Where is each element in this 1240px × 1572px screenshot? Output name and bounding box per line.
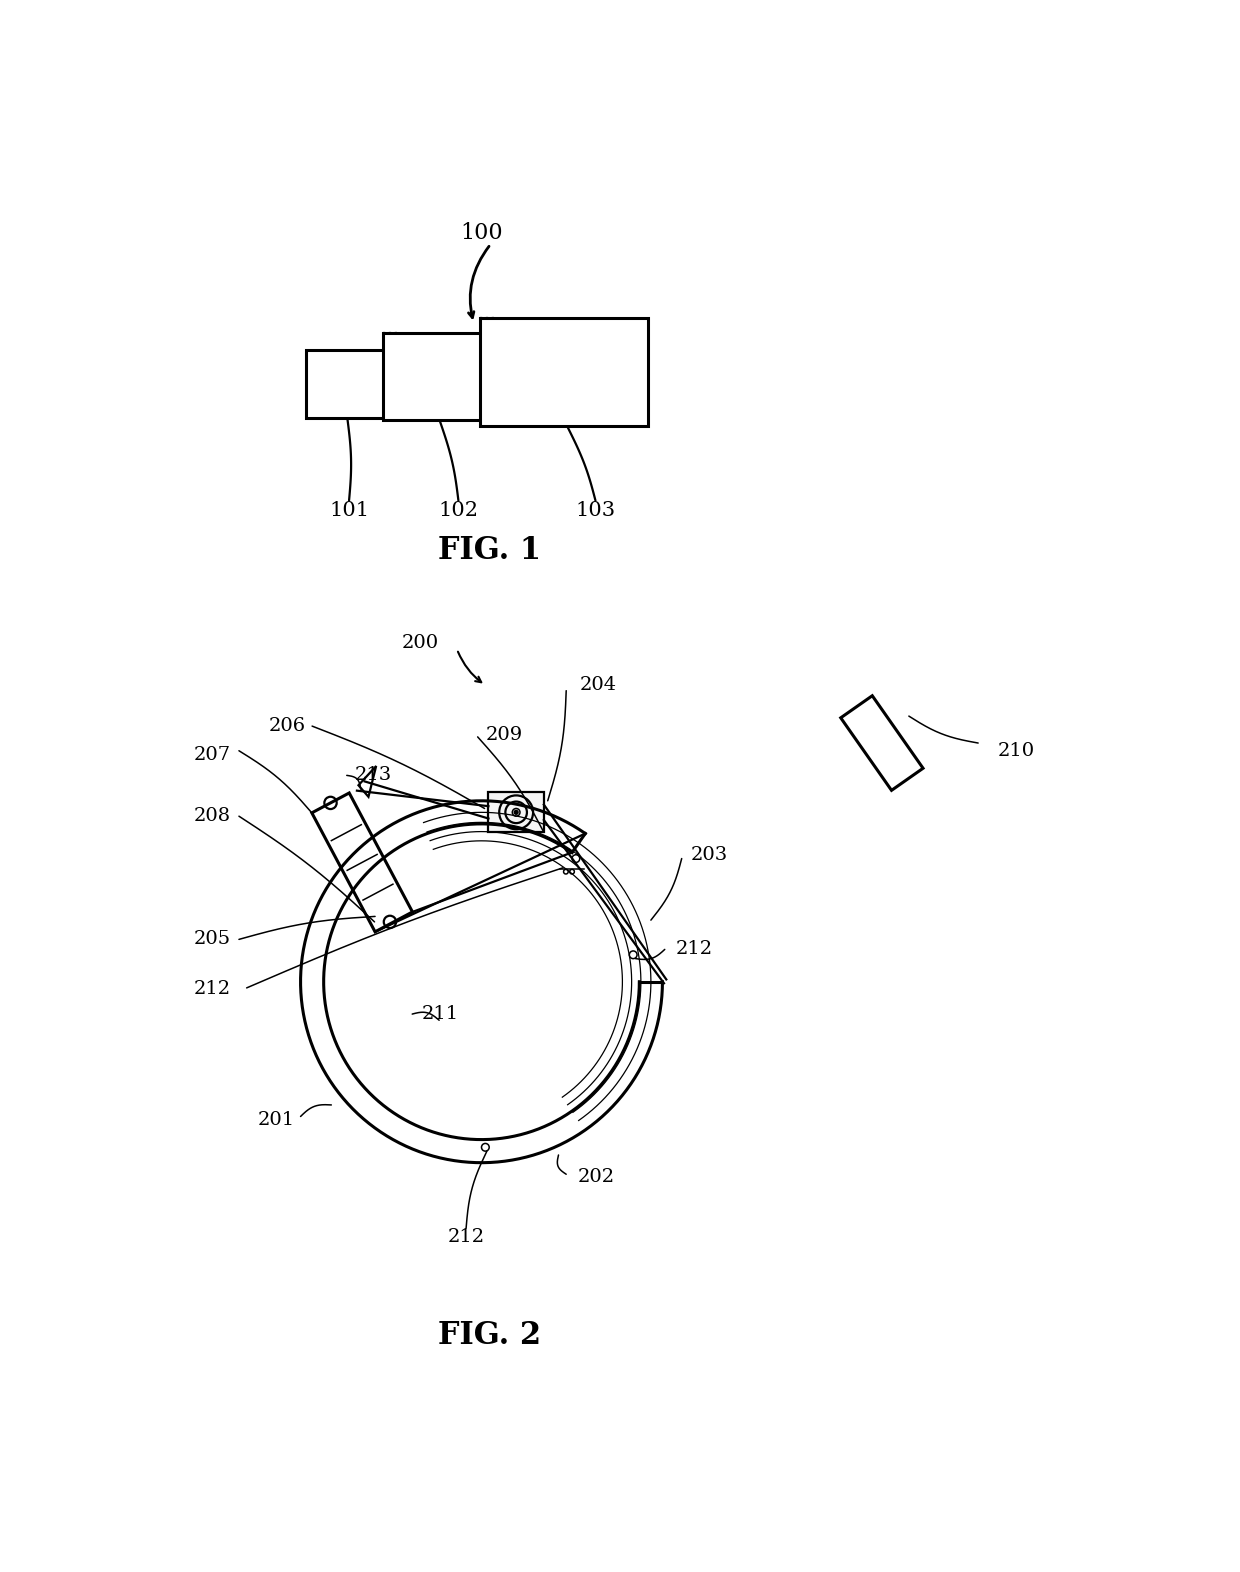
Text: 212: 212 — [448, 1228, 485, 1247]
Bar — [306, 351, 397, 418]
Text: 204: 204 — [580, 676, 618, 695]
Text: 101: 101 — [329, 501, 370, 520]
Text: 212: 212 — [676, 940, 713, 959]
Text: 102: 102 — [439, 501, 479, 520]
Text: 202: 202 — [578, 1168, 615, 1185]
Text: 211: 211 — [422, 1005, 459, 1023]
Circle shape — [515, 811, 518, 814]
Text: 212: 212 — [195, 981, 231, 998]
Text: 210: 210 — [997, 742, 1034, 759]
Text: 213: 213 — [355, 767, 392, 784]
Text: 203: 203 — [691, 846, 728, 863]
Text: 205: 205 — [195, 931, 231, 948]
Text: 209: 209 — [485, 726, 522, 744]
Text: 201: 201 — [258, 1111, 295, 1129]
Text: FIG. 2: FIG. 2 — [438, 1320, 541, 1352]
Text: 103: 103 — [575, 501, 615, 520]
Text: 206: 206 — [269, 717, 306, 736]
Text: FIG. 1: FIG. 1 — [438, 534, 541, 566]
Text: 208: 208 — [195, 806, 231, 825]
Text: 207: 207 — [195, 745, 231, 764]
Text: 100: 100 — [460, 222, 502, 244]
Text: 200: 200 — [402, 634, 439, 652]
Bar — [480, 318, 647, 426]
Bar — [383, 333, 497, 420]
Bar — [489, 792, 544, 832]
